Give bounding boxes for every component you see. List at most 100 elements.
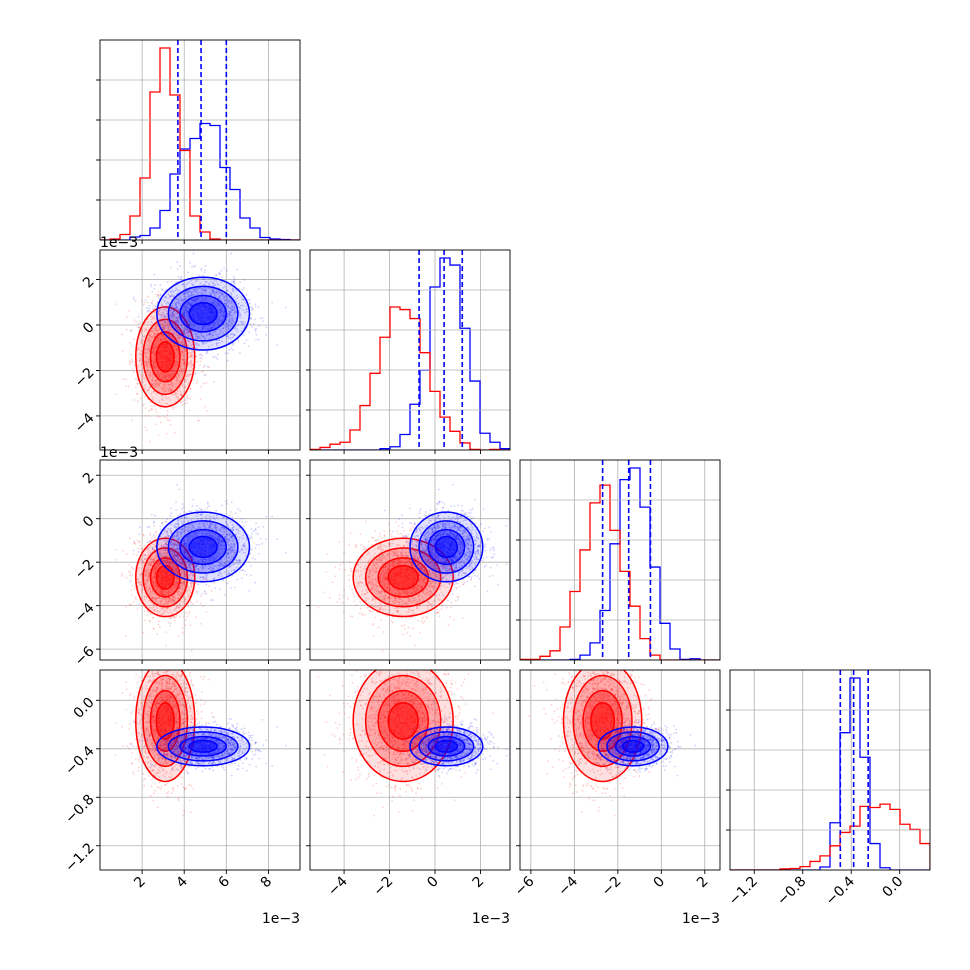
sample-point xyxy=(162,335,165,338)
sample-point xyxy=(192,313,195,316)
sample-point xyxy=(170,360,173,363)
sample-point xyxy=(135,554,138,557)
sample-point xyxy=(199,595,202,598)
sample-point xyxy=(162,343,165,346)
sample-point xyxy=(203,364,206,367)
sample-point xyxy=(176,347,179,350)
sample-point xyxy=(176,267,179,270)
sample-point xyxy=(149,375,152,378)
sample-point xyxy=(188,374,191,376)
sample-point xyxy=(173,371,176,374)
sample-point xyxy=(158,352,161,355)
sample-point xyxy=(187,375,189,378)
sample-point xyxy=(159,338,162,341)
sample-point xyxy=(153,336,156,339)
sample-point xyxy=(198,274,201,277)
sample-point xyxy=(140,339,143,342)
sample-point xyxy=(174,370,177,373)
sample-point xyxy=(152,376,155,378)
sample-point xyxy=(170,353,173,356)
sample-point xyxy=(230,501,233,504)
sample-point xyxy=(171,355,174,358)
sample-point xyxy=(231,349,234,351)
sample-point xyxy=(159,350,162,353)
sample-point xyxy=(144,299,147,301)
sample-point xyxy=(156,345,159,347)
sample-point xyxy=(213,380,215,383)
sample-point xyxy=(195,355,198,358)
sample-point xyxy=(181,394,183,397)
sample-point xyxy=(170,375,173,378)
sample-point xyxy=(172,382,175,385)
sample-point xyxy=(156,325,159,327)
sample-point xyxy=(169,387,172,389)
sample-point xyxy=(199,311,202,314)
sample-point xyxy=(160,338,163,341)
sample-point xyxy=(208,333,211,335)
sample-point xyxy=(168,314,171,317)
sample-point xyxy=(236,268,238,271)
sample-point xyxy=(151,290,154,293)
sample-point xyxy=(166,410,169,412)
sample-point xyxy=(152,336,155,339)
sample-point xyxy=(163,389,165,391)
sample-point xyxy=(203,325,206,328)
sample-point xyxy=(208,333,211,336)
sample-point xyxy=(163,344,166,347)
sample-point xyxy=(160,354,163,357)
sample-point xyxy=(216,304,219,307)
sample-point xyxy=(165,346,167,349)
sample-point xyxy=(155,408,157,411)
sample-point xyxy=(171,336,174,338)
sample-point xyxy=(161,362,163,364)
sample-point xyxy=(152,357,155,360)
sample-point xyxy=(207,308,210,311)
sample-point xyxy=(173,330,176,333)
sample-point xyxy=(180,275,183,278)
sample-point xyxy=(169,622,172,625)
sample-point xyxy=(241,323,244,325)
sample-point xyxy=(175,379,178,382)
sample-point xyxy=(210,590,213,593)
sample-point xyxy=(171,370,174,373)
sample-point xyxy=(138,359,141,362)
sample-point xyxy=(179,513,182,516)
sample-point xyxy=(162,334,165,337)
sample-point xyxy=(183,362,186,365)
sample-point xyxy=(147,410,150,413)
sample-point xyxy=(168,333,171,336)
sample-point xyxy=(167,353,170,356)
sample-point xyxy=(166,360,169,363)
sample-point xyxy=(171,388,174,391)
sample-point xyxy=(168,383,170,386)
sample-point xyxy=(131,584,134,587)
sample-point xyxy=(149,440,151,443)
sample-point xyxy=(214,314,216,317)
sample-point xyxy=(183,363,185,366)
sample-point xyxy=(131,360,134,363)
sample-point xyxy=(173,620,176,622)
sample-point xyxy=(202,287,205,290)
sample-point xyxy=(164,325,167,328)
sample-point xyxy=(153,359,156,362)
sample-point xyxy=(177,360,180,363)
sample-point xyxy=(156,535,158,537)
sample-point xyxy=(213,301,216,304)
sample-point xyxy=(141,375,144,378)
sample-point xyxy=(189,601,192,604)
sample-point xyxy=(159,626,161,629)
sample-point xyxy=(146,366,149,369)
sample-point xyxy=(212,315,215,318)
sample-point xyxy=(163,390,166,393)
sample-point xyxy=(203,303,206,306)
sample-point xyxy=(184,386,187,388)
sample-point xyxy=(174,289,177,292)
sample-point xyxy=(254,558,257,561)
sample-point xyxy=(130,329,133,331)
sample-point xyxy=(174,393,177,396)
sample-point xyxy=(250,528,252,531)
sample-point xyxy=(149,374,152,377)
sample-point xyxy=(155,340,158,343)
sample-point xyxy=(183,343,186,345)
sample-point xyxy=(136,349,139,352)
